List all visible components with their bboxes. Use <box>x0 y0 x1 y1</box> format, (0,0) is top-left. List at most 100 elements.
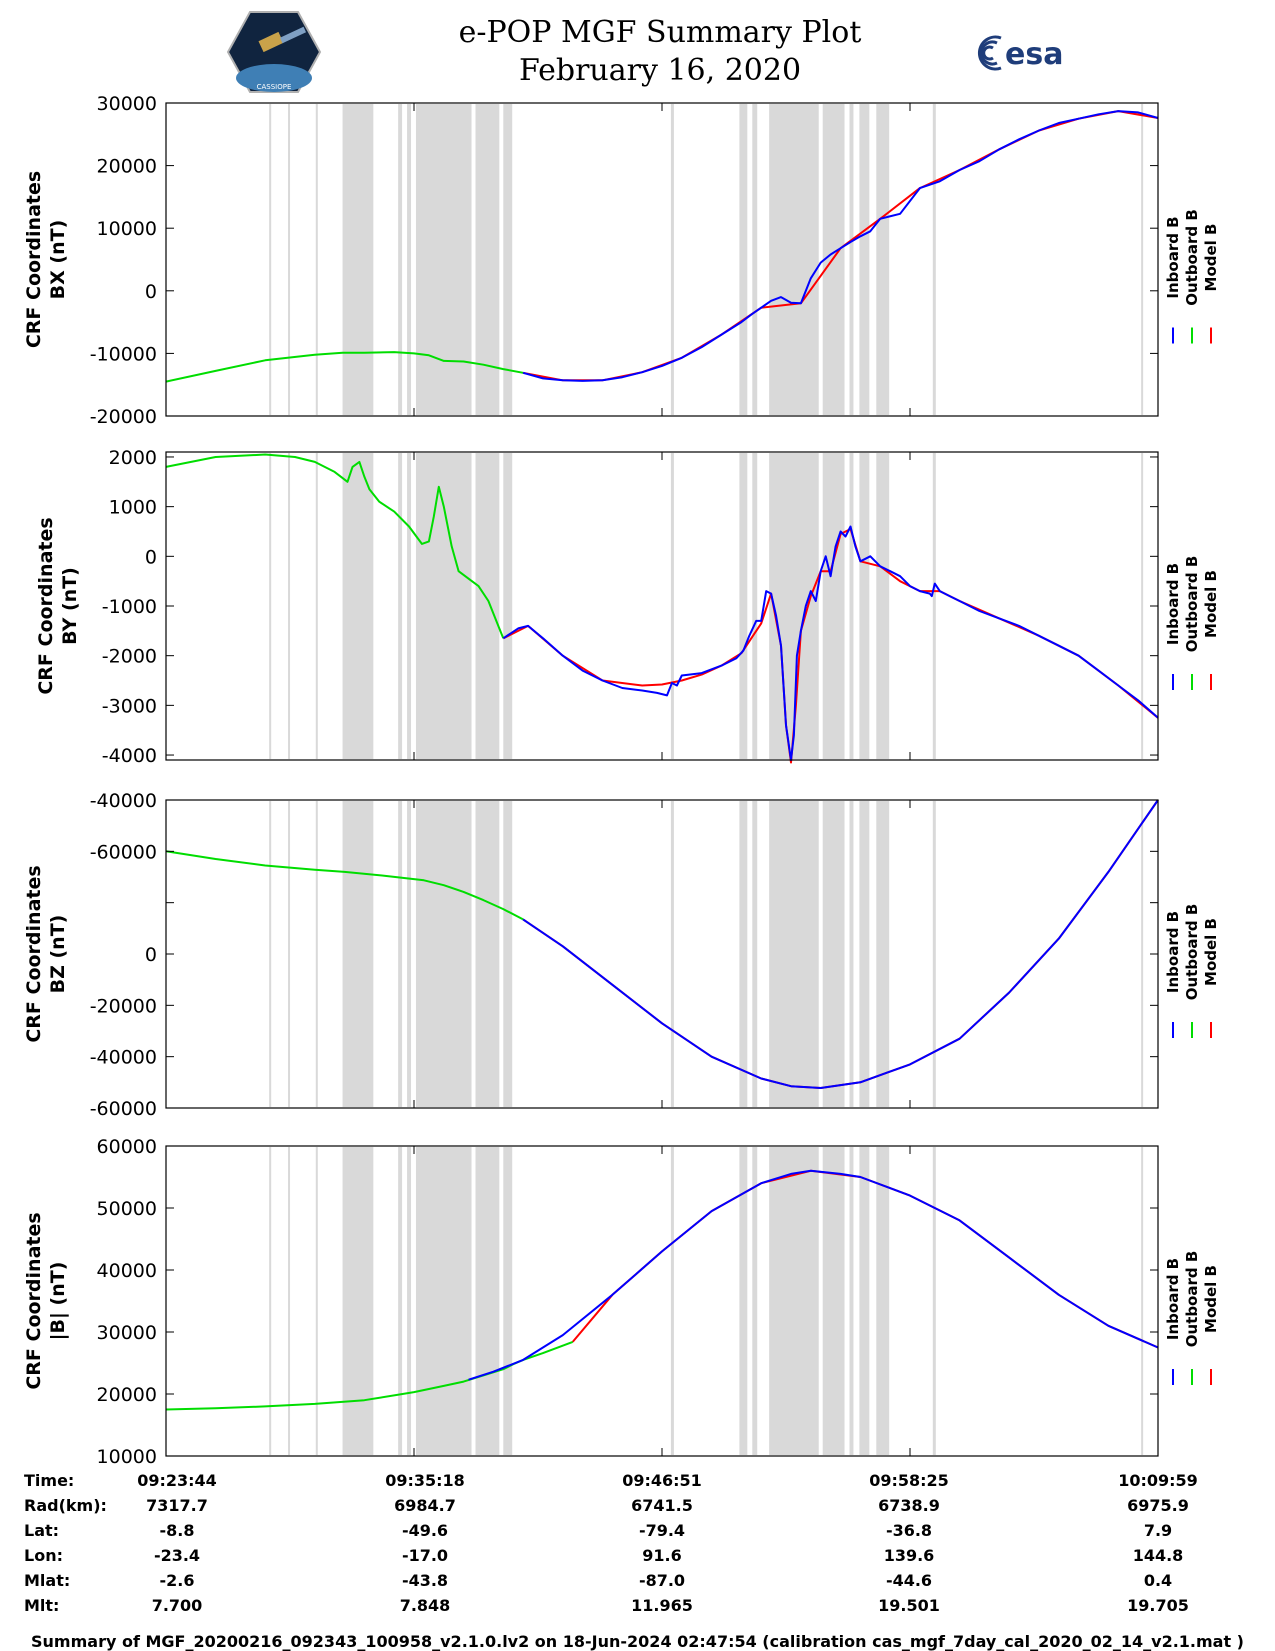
orbit-row-label: Mlat: <box>24 1571 70 1590</box>
data-gap-shade <box>269 453 272 759</box>
orbit-cell: 6741.5 <box>631 1496 693 1515</box>
y-tick-label: -1000 <box>102 596 157 618</box>
data-gap-shade <box>415 1147 472 1455</box>
series-inboard-b <box>522 799 1159 1089</box>
data-gap-shade <box>407 453 412 759</box>
y-axis-label-line: BY (nT) <box>59 567 81 645</box>
esa-logo: esa <box>978 35 1063 72</box>
legend-label: Model B <box>1202 1265 1220 1333</box>
data-gap-shade <box>288 801 291 1107</box>
y-tick-label: 0 <box>145 281 157 303</box>
y-tick-label: -10000 <box>90 343 157 365</box>
y-tick-label: 1000 <box>109 497 157 519</box>
data-gap-shade <box>876 801 890 1107</box>
orbit-cell: 7.700 <box>152 1596 203 1615</box>
plot-frame <box>165 451 1159 761</box>
y-axis-label: CRF Coordinates BY (nT) <box>35 517 81 694</box>
data-gap-shade <box>288 1147 291 1455</box>
legend-label: Outboard B <box>1183 556 1201 653</box>
y-tick-label: 30000 <box>97 1322 157 1344</box>
orbit-cell: -43.8 <box>402 1571 448 1590</box>
orbit-cell: 19.501 <box>878 1596 940 1615</box>
data-gap-shade <box>315 801 318 1107</box>
legend-label: Outboard B <box>1183 1251 1201 1348</box>
data-gap-shade <box>415 104 472 415</box>
y-tick-label: 40000 <box>97 1260 157 1282</box>
data-gap-shade <box>739 1147 748 1455</box>
orbit-cell: 91.6 <box>642 1546 681 1565</box>
data-gap-shade <box>769 104 819 415</box>
orbit-cell: 09:58:25 <box>869 1471 949 1490</box>
data-gap-shade <box>398 801 403 1107</box>
data-gap-shade <box>849 1147 854 1455</box>
data-gap-shade <box>503 453 513 759</box>
y-tick-label: 2000 <box>109 447 157 469</box>
footer-caption: Summary of MGF_20200216_092343_100958_v2… <box>31 1632 1244 1651</box>
data-gap-shade <box>822 801 845 1107</box>
orbit-cell: -8.8 <box>160 1521 195 1540</box>
y-tick-label: 50000 <box>97 1198 157 1220</box>
orbit-cell: 6984.7 <box>394 1496 456 1515</box>
data-gap-shade <box>859 104 870 415</box>
y-tick-label: 60000 <box>97 1136 157 1158</box>
data-gap-shade <box>932 453 936 759</box>
orbit-cell: -23.4 <box>154 1546 200 1565</box>
orbit-cell: -79.4 <box>639 1521 685 1540</box>
y-tick-label: -3000 <box>102 695 157 717</box>
data-gap-shade <box>932 1147 936 1455</box>
orbit-cell: 11.965 <box>631 1596 693 1615</box>
y-tick-label: -60000 <box>90 1098 157 1120</box>
y-axis-label: CRF Coordinates |B| (nT) <box>23 1212 69 1389</box>
orbit-row-label: Rad(km): <box>24 1496 107 1515</box>
y-tick-label: 10000 <box>97 218 157 240</box>
orbit-cell: -49.6 <box>402 1521 448 1540</box>
data-gap-shade <box>1141 453 1144 759</box>
data-gap-shade <box>315 453 318 759</box>
orbit-cell: -44.6 <box>886 1571 932 1590</box>
data-gap-shade <box>822 453 845 759</box>
series-inboard-b <box>502 525 1159 761</box>
plot-frame <box>165 1145 1159 1457</box>
series-inboard-b <box>522 110 1159 382</box>
orbit-cell: -87.0 <box>639 1571 685 1590</box>
data-gap-shade <box>670 1147 674 1455</box>
y-axis-label: CRF Coordinates BX (nT) <box>23 171 69 348</box>
data-gap-shade <box>849 453 854 759</box>
data-gap-shade <box>849 801 854 1107</box>
y-tick-label: -4000 <box>102 745 157 767</box>
orbit-cell: 19.705 <box>1127 1596 1189 1615</box>
orbit-cell: 09:46:51 <box>622 1471 702 1490</box>
orbit-row-label: Mlt: <box>24 1596 59 1615</box>
data-gap-shade <box>503 104 513 415</box>
data-gap-shade <box>503 801 513 1107</box>
legend-label: Model B <box>1202 224 1220 292</box>
orbit-cell: 6975.9 <box>1127 1496 1189 1515</box>
orbit-cell: -2.6 <box>160 1571 195 1590</box>
orbit-cell: 09:35:18 <box>385 1471 465 1490</box>
orbit-cell: -17.0 <box>402 1546 448 1565</box>
y-tick-label: -60000 <box>90 841 157 863</box>
data-gap-shade <box>876 104 890 415</box>
satellite-icon <box>258 31 284 53</box>
data-gap-shade <box>876 453 890 759</box>
data-gap-shade <box>342 453 374 759</box>
earth-icon <box>236 64 312 92</box>
data-gap-shade <box>288 104 291 415</box>
y-axis-label-line: CRF Coordinates <box>23 1212 45 1389</box>
data-gap-shade <box>752 801 758 1107</box>
orbit-cell: 139.6 <box>884 1546 935 1565</box>
y-axis-label-line: BX (nT) <box>47 220 69 300</box>
data-gap-shade <box>398 1147 403 1455</box>
data-gap-shade <box>475 104 500 415</box>
legend-label: Inboard B <box>1164 563 1182 645</box>
orbit-cell: 6738.9 <box>878 1496 940 1515</box>
orbit-cell: -36.8 <box>886 1521 932 1540</box>
legend-label: Inboard B <box>1164 911 1182 993</box>
orbit-table: Time: Rad(km): Lat: Lon: Mlat: Mlt: 09:23:44 73… <box>24 1471 1198 1615</box>
legend-label: Model B <box>1202 918 1220 986</box>
data-gap-shade <box>932 801 936 1107</box>
orbit-cell: 10:09:59 <box>1118 1471 1198 1490</box>
data-gap-shade <box>407 104 412 415</box>
data-gap-shade <box>407 1147 412 1455</box>
plot-frame <box>165 102 1159 417</box>
